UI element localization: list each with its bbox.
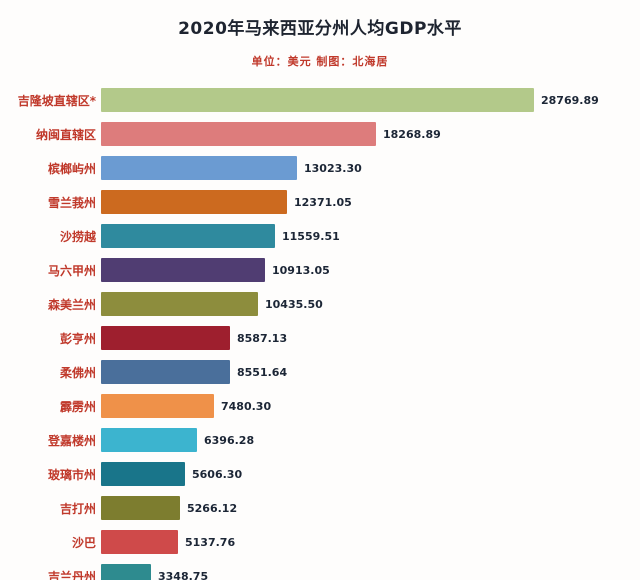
gdp-bar: [101, 462, 185, 486]
gdp-bar: [101, 428, 197, 452]
bar-track: 5266.12: [101, 496, 640, 520]
bar-row: 吉打州 5266.12: [0, 491, 640, 525]
bar-track: 10435.50: [101, 292, 640, 316]
value-label: 5606.30: [192, 467, 243, 481]
bar-track: 3348.75: [101, 564, 640, 580]
value-label: 11559.51: [282, 229, 340, 243]
value-label: 10435.50: [265, 297, 323, 311]
category-label: 登嘉楼州: [47, 433, 96, 448]
bar-row: 吉兰丹州 3348.75: [0, 559, 640, 580]
bar-row: 槟榔屿州 13023.30: [0, 151, 640, 185]
gdp-bar: [101, 156, 297, 180]
bar-track: 8551.64: [101, 360, 640, 384]
category-label: 柔佛州: [59, 365, 96, 380]
category-label: 吉打州: [59, 501, 96, 516]
bar-row: 雪兰莪州 12371.05: [0, 185, 640, 219]
value-label: 10913.05: [272, 263, 330, 277]
bar-track: 6396.28: [101, 428, 640, 452]
value-label: 6396.28: [204, 433, 255, 447]
category-label: 森美兰州: [47, 297, 96, 312]
value-label: 8587.13: [237, 331, 288, 345]
value-label: 5266.12: [187, 501, 238, 515]
category-label: 沙巴: [71, 535, 96, 550]
bar-row: 霹雳州 7480.30: [0, 389, 640, 423]
bar-row: 彭亨州 8587.13: [0, 321, 640, 355]
value-label: 28769.89: [541, 93, 599, 107]
bar-track: 28769.89: [101, 88, 640, 112]
value-label: 5137.76: [185, 535, 236, 549]
category-label: 沙捞越: [59, 229, 96, 244]
gdp-bar: [101, 530, 178, 554]
gdp-bar: [101, 326, 230, 350]
category-label: 马六甲州: [47, 263, 96, 278]
bar-track: 5137.76: [101, 530, 640, 554]
bar-track: 5606.30: [101, 462, 640, 486]
category-label: 霹雳州: [59, 399, 96, 414]
bar-row: 森美兰州 10435.50: [0, 287, 640, 321]
gdp-bar: [101, 496, 180, 520]
value-label: 7480.30: [221, 399, 272, 413]
value-label: 13023.30: [304, 161, 362, 175]
bar-track: 7480.30: [101, 394, 640, 418]
category-label: 槟榔屿州: [47, 161, 96, 176]
category-label: 吉隆坡直辖区*: [17, 93, 96, 108]
gdp-bar: [101, 88, 534, 112]
gdp-bar: [101, 394, 214, 418]
bar-track: 18268.89: [101, 122, 640, 146]
category-label: 吉兰丹州: [47, 569, 96, 580]
gdp-bar: [101, 360, 230, 384]
value-label: 18268.89: [383, 127, 441, 141]
bar-row: 沙巴 5137.76: [0, 525, 640, 559]
bar-chart: 吉隆坡直辖区* 28769.89 纳闽直辖区 18268.89 槟榔屿州 13023.30…: [0, 83, 640, 580]
bar-track: 8587.13: [101, 326, 640, 350]
value-label: 12371.05: [294, 195, 352, 209]
gdp-bar: [101, 122, 376, 146]
bar-row: 玻璃市州 5606.30: [0, 457, 640, 491]
category-label: 纳闽直辖区: [35, 127, 96, 142]
bar-row: 柔佛州 8551.64: [0, 355, 640, 389]
gdp-bar: [101, 292, 258, 316]
bar-track: 10913.05: [101, 258, 640, 282]
gdp-bar: [101, 190, 287, 214]
bar-row: 吉隆坡直辖区* 28769.89: [0, 83, 640, 117]
gdp-bar: [101, 224, 275, 248]
bar-track: 12371.05: [101, 190, 640, 214]
gdp-bar: [101, 258, 265, 282]
category-label: 彭亨州: [59, 331, 96, 346]
category-label: 玻璃市州: [47, 467, 96, 482]
bar-row: 登嘉楼州 6396.28: [0, 423, 640, 457]
bar-row: 马六甲州 10913.05: [0, 253, 640, 287]
chart-subtitle: 单位：美元 制图：北海居: [251, 55, 389, 68]
value-label: 8551.64: [237, 365, 288, 379]
bar-row: 沙捞越 11559.51: [0, 219, 640, 253]
category-label: 雪兰莪州: [47, 195, 96, 210]
chart-title: 2020年马来西亚分州人均GDP水平: [178, 19, 462, 39]
bar-row: 纳闽直辖区 18268.89: [0, 117, 640, 151]
bar-track: 13023.30: [101, 156, 640, 180]
gdp-bar: [101, 564, 151, 580]
value-label: 3348.75: [158, 569, 209, 580]
bar-track: 11559.51: [101, 224, 640, 248]
